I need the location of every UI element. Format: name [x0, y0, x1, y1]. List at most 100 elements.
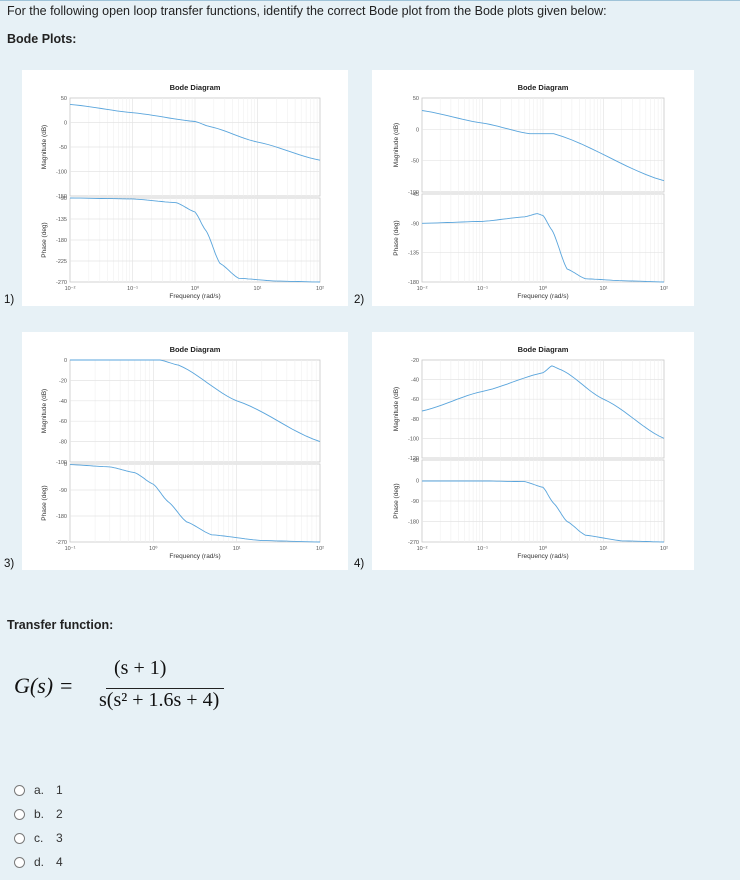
phase-ytick-label: -225	[56, 259, 67, 265]
chart-title: Bode Diagram	[170, 83, 221, 92]
magnitude-ytick-label: -80	[59, 440, 67, 446]
tf-lhs: G(s) =	[14, 673, 74, 698]
magnitude-ytick-label: 0	[64, 121, 67, 127]
radio-button[interactable]	[14, 832, 25, 844]
plot-number-3: 3)	[4, 558, 15, 570]
phase-ytick-label: -180	[56, 514, 67, 520]
magnitude-ytick-label: -60	[411, 397, 419, 403]
xlabel: Frequency (rad/s)	[517, 553, 568, 560]
xtick-label: 10⁰	[149, 545, 158, 552]
question-text: For the following open loop transfer fun…	[7, 4, 607, 18]
magnitude-series-line	[70, 359, 321, 443]
xtick-label: 10⁻²	[65, 286, 76, 292]
xtick-label: 10²	[660, 286, 668, 292]
magnitude-ytick-label: -40	[59, 399, 67, 405]
magnitude-ytick-label: 50	[413, 96, 419, 102]
magnitude-ytick-label: -40	[411, 378, 419, 384]
option-b[interactable]: b. 2	[14, 804, 63, 824]
magnitude-ylabel: Magnitude (dB)	[41, 389, 48, 433]
magnitude-ytick-label: -20	[411, 358, 419, 364]
tf-numerator: (s + 1)	[114, 657, 167, 679]
phase-ytick-label: -90	[411, 499, 419, 505]
xtick-label: 10⁻¹	[477, 546, 488, 552]
magnitude-ytick-label: -100	[56, 170, 67, 176]
phase-series-line	[69, 464, 321, 543]
xtick-label: 10²	[316, 546, 324, 552]
top-border	[0, 0, 740, 1]
chart-title: Bode Diagram	[170, 345, 221, 354]
phase-ytick-label: -135	[408, 251, 419, 257]
tf-denominator: s(s² + 1.6s + 4)	[99, 689, 220, 711]
xtick-label: 10¹	[233, 546, 241, 552]
transfer-function-heading: Transfer function:	[7, 618, 114, 632]
option-d[interactable]: d. 4	[14, 852, 63, 872]
bode-svg: 50 0 -50 -100 Magnitude (dB) -45 -90 -135 -180 Ph…	[393, 83, 668, 300]
option-c[interactable]: c. 3	[14, 828, 63, 848]
magnitude-series-line	[421, 110, 665, 182]
xtick-label: 10¹	[600, 546, 608, 552]
plot-number-4: 4)	[354, 558, 365, 570]
answer-options: a. 1 b. 2 c. 3 d. 4	[14, 780, 63, 876]
xlabel: Frequency (rad/s)	[517, 293, 568, 300]
phase-ytick-label: -180	[408, 520, 419, 526]
phase-ytick-label: 90	[413, 458, 419, 464]
option-a[interactable]: a. 1	[14, 780, 63, 800]
xtick-label: 10⁻¹	[127, 286, 138, 292]
phase-ytick-label: -90	[59, 488, 67, 494]
radio-button[interactable]	[14, 784, 25, 796]
xtick-label: 10⁻¹	[65, 546, 76, 552]
radio-button[interactable]	[14, 808, 25, 820]
tf-fraction-bar	[106, 688, 224, 689]
bode-svg: -20 -40 -60 -80 -100 -120 Magnitude (dB) 90 0 -90…	[393, 345, 668, 560]
phase-ytick-label: 0	[416, 479, 419, 485]
option-value: 3	[56, 831, 63, 845]
magnitude-series-line	[69, 103, 321, 161]
chart-title: Bode Diagram	[518, 345, 569, 354]
option-value: 1	[56, 783, 63, 797]
xtick-label: 10²	[316, 286, 324, 292]
option-value: 2	[56, 807, 63, 821]
magnitude-series-line	[421, 365, 665, 439]
phase-ytick-label: -135	[56, 217, 67, 223]
phase-series-line	[421, 213, 665, 283]
bode-svg: 0 -20 -40 -60 -80 -100 Magnitude (dB) 0 -90 -180 -…	[41, 345, 324, 560]
magnitude-ytick-label: 0	[416, 127, 419, 133]
magnitude-ytick-label: -150	[56, 194, 67, 200]
xtick-label: 10⁰	[539, 545, 548, 552]
xtick-label: 10⁰	[539, 285, 548, 292]
xtick-label: 10¹	[254, 286, 262, 292]
phase-ylabel: Phase (deg)	[41, 222, 48, 257]
phase-ytick-label: 0	[64, 462, 67, 468]
option-letter: a.	[34, 783, 45, 797]
magnitude-ytick-label: -20	[59, 378, 67, 384]
magnitude-ytick-label: 0	[64, 358, 67, 364]
bode-plot-1: 50 0 -50 -100 -150 Magnitude (dB) -90 -135 -180 -…	[22, 70, 348, 306]
xtick-label: 10⁻²	[417, 546, 428, 552]
magnitude-ytick-label: -100	[408, 190, 419, 196]
bode-plot-2: 50 0 -50 -100 Magnitude (dB) -45 -90 -135 -180 Ph…	[372, 70, 694, 306]
phase-ytick-label: -90	[411, 221, 419, 227]
magnitude-ylabel: Magnitude (dB)	[393, 387, 400, 431]
option-value: 4	[56, 855, 63, 869]
bode-svg: 50 0 -50 -100 -150 Magnitude (dB) -90 -135 -180 -…	[41, 83, 324, 300]
xlabel: Frequency (rad/s)	[169, 553, 220, 560]
magnitude-ytick-label: -60	[59, 419, 67, 425]
option-letter: c.	[34, 831, 44, 845]
magnitude-ytick-label: -50	[411, 159, 419, 165]
radio-button[interactable]	[14, 856, 25, 868]
phase-ylabel: Phase (deg)	[393, 483, 400, 518]
magnitude-ytick-label: -100	[408, 436, 419, 442]
magnitude-ylabel: Magnitude (dB)	[393, 123, 400, 167]
phase-ytick-label: -180	[56, 238, 67, 244]
bode-plot-4: -20 -40 -60 -80 -100 -120 Magnitude (dB) 90 0 -90…	[372, 332, 694, 570]
transfer-function-formula: G(s) = (s + 1) s(s² + 1.6s + 4)	[14, 655, 244, 725]
phase-ytick-label: -90	[59, 196, 67, 202]
bode-plot-3: 0 -20 -40 -60 -80 -100 Magnitude (dB) 0 -90 -180 -…	[22, 332, 348, 570]
phase-ylabel: Phase (deg)	[41, 485, 48, 520]
phase-series-line	[422, 480, 665, 543]
phase-axes-frame	[69, 463, 321, 543]
xtick-label: 10⁰	[191, 285, 200, 292]
magnitude-ylabel: Magnitude (dB)	[41, 125, 48, 169]
phase-ytick-label: -45	[411, 192, 419, 198]
magnitude-ytick-label: -50	[59, 145, 67, 151]
